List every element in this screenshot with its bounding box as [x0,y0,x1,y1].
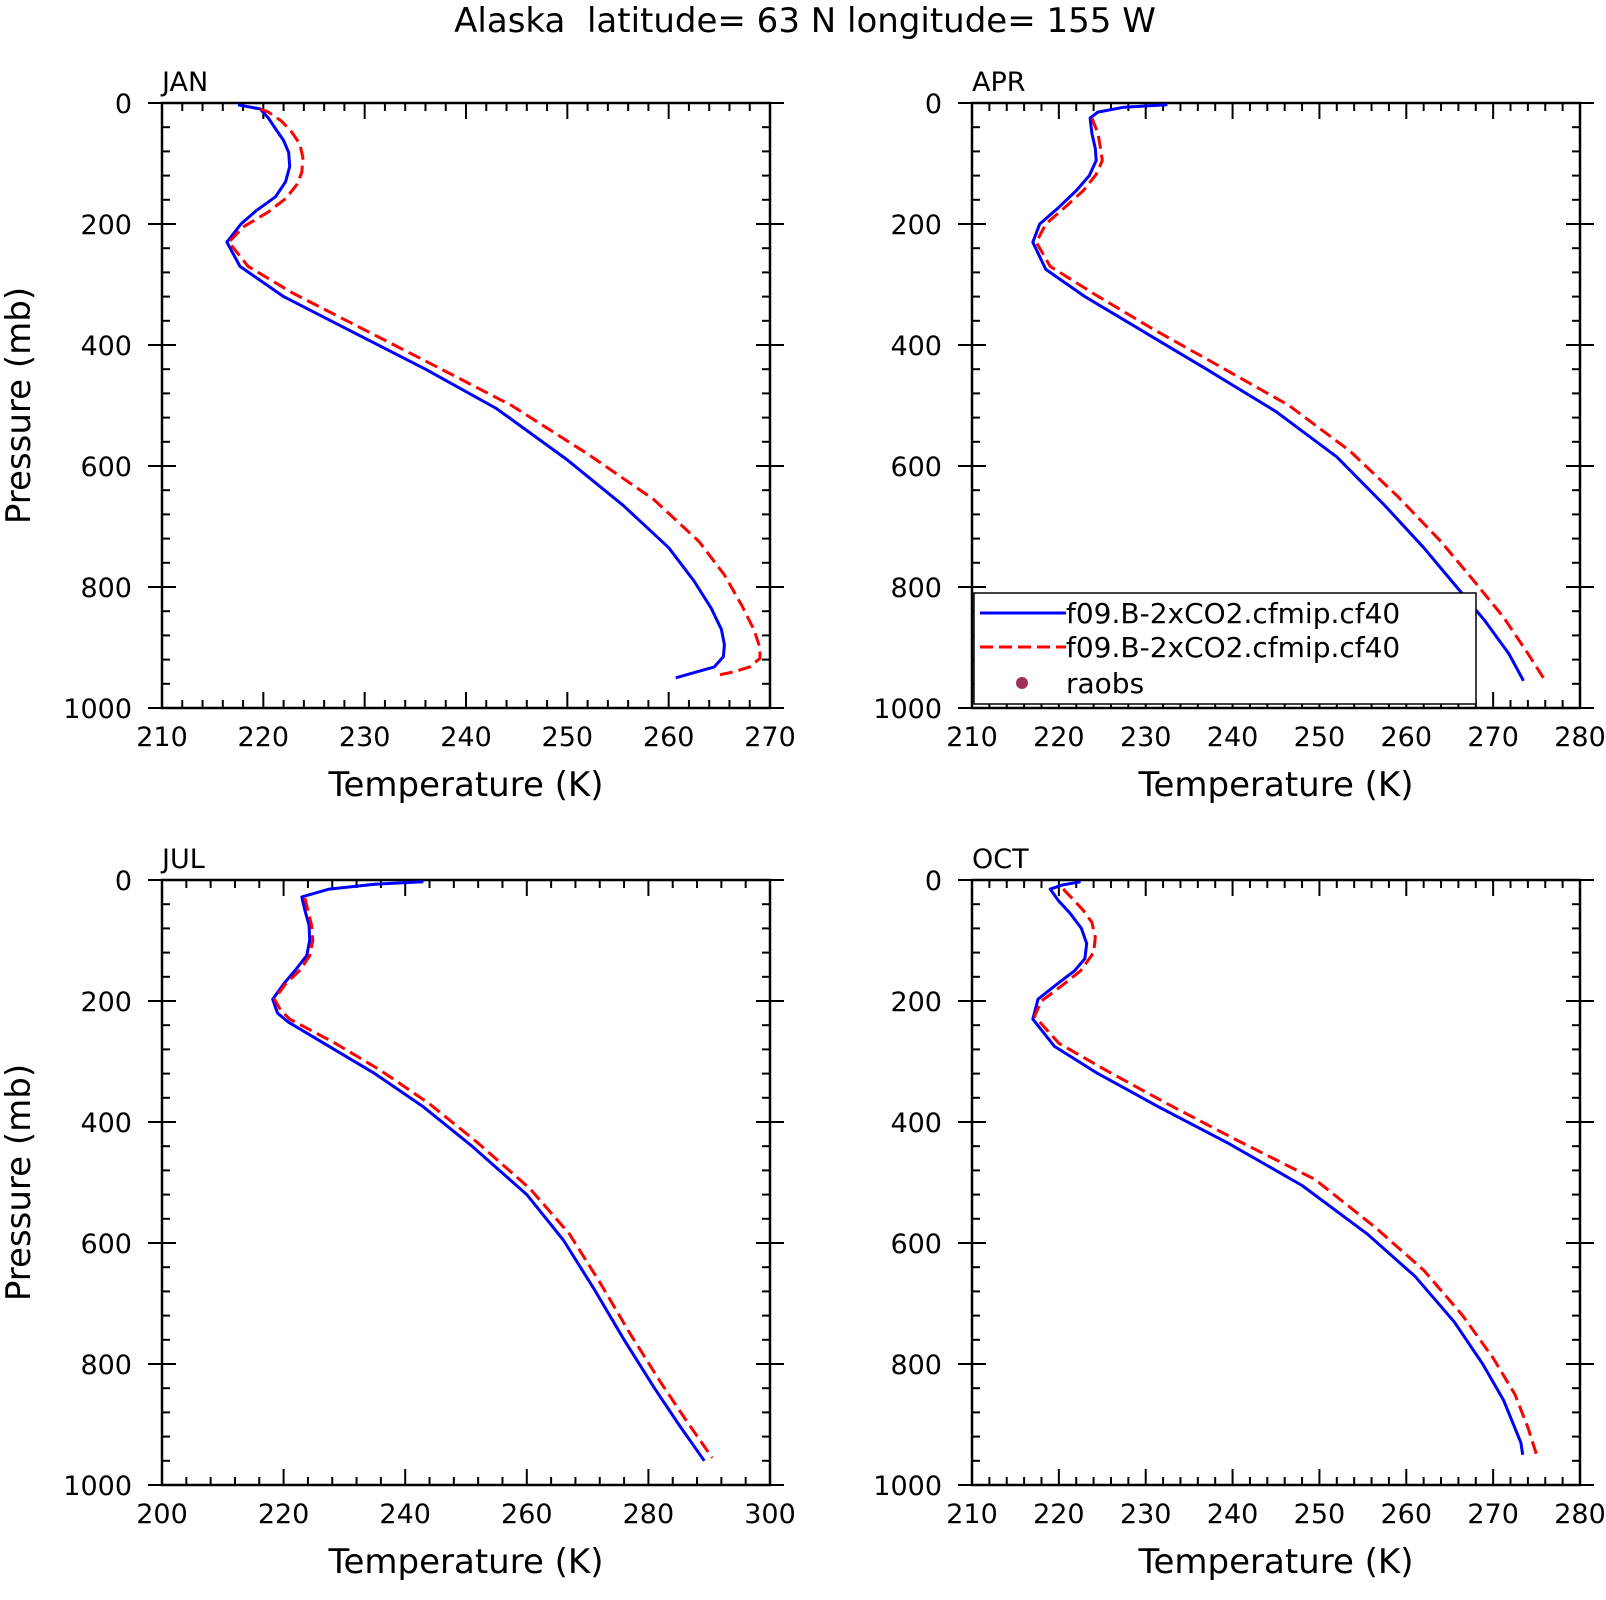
series-line-dashed [227,107,762,678]
x-tick-label: 240 [440,722,492,753]
x-tick-label: 270 [744,722,796,753]
x-tick-label: 260 [1381,1499,1433,1530]
legend-label: f09.B-2xCO2.cfmip.cf40 [1066,631,1400,664]
x-tick-label: 210 [136,722,188,753]
series-line-solid [271,880,706,1462]
x-tick-label: 280 [623,1499,675,1530]
x-tick-label: 250 [1294,1499,1346,1530]
series-line-dashed [1034,117,1547,682]
x-tick-label: 230 [339,722,391,753]
panel-apr: APR 210 220 230 240 250 260 270 280 0 200 400 600 800… [873,67,1605,805]
y-tick-label: 800 [890,573,942,604]
x-tick-label: 270 [1467,722,1519,753]
series-line-dashed [1033,888,1539,1456]
y-tick-label: 1000 [873,1471,942,1502]
x-tick-label: 220 [1033,722,1085,753]
y-tick-label: 800 [80,573,132,604]
x-tick-label: 210 [946,722,998,753]
y-tick-label: 600 [80,1229,132,1260]
legend: f09.B-2xCO2.cfmip.cf40f09.B-2xCO2.cfmip.… [973,592,1477,705]
x-axis-title: Temperature (K) [1137,765,1413,805]
panel-jul: JUL 200 220 240 260 280 300 0 200 400 600 800 1000 Te… [0,844,796,1582]
y-tick-label: 1000 [873,694,942,725]
x-axis-title: Temperature (K) [1137,1542,1413,1582]
y-tick-label: 800 [80,1350,132,1381]
y-tick-label: 0 [925,89,942,120]
y-tick-label: 0 [115,866,132,897]
x-tick-label: 230 [1120,722,1172,753]
series-line-solid [1031,880,1525,1456]
x-tick-label: 280 [1554,722,1606,753]
x-tick-label: 240 [1207,1499,1259,1530]
y-tick-label: 200 [890,210,942,241]
x-tick-label: 250 [542,722,594,753]
x-tick-label: 250 [1294,722,1346,753]
x-tick-label: 280 [1554,1499,1606,1530]
y-tick-label: 200 [890,987,942,1018]
y-tick-label: 400 [890,331,942,362]
y-tick-label: 400 [890,1108,942,1139]
y-tick-label: 200 [80,210,132,241]
plot-frame [970,101,1582,710]
x-tick-label: 220 [1033,1499,1085,1530]
legend-marker-raobs [1016,677,1028,689]
y-tick-label: 600 [890,1229,942,1260]
series-line-solid [1031,103,1525,682]
plot-frame [970,878,1582,1487]
y-tick-label: 400 [80,1108,132,1139]
y-tick-label: 200 [80,987,132,1018]
y-tick-label: 800 [890,1350,942,1381]
series-line-dashed [273,897,714,1459]
x-tick-label: 260 [501,1499,553,1530]
y-tick-label: 0 [925,866,942,897]
y-tick-label: 400 [80,331,132,362]
x-tick-label: 240 [379,1499,431,1530]
plot-frame [160,878,772,1487]
series-line-solid [225,103,726,680]
x-tick-label: 260 [643,722,695,753]
x-tick-label: 270 [1467,1499,1519,1530]
panel-label: JUL [160,844,205,875]
y-tick-label: 0 [115,89,132,120]
x-tick-label: 260 [1381,722,1433,753]
y-axis-title: Pressure (mb) [0,1064,39,1301]
y-tick-label: 1000 [63,694,132,725]
legend-label: f09.B-2xCO2.cfmip.cf40 [1066,597,1400,630]
panel-oct: OCT 210 220 230 240 250 260 270 280 0 200 400 600 800… [873,844,1605,1582]
x-tick-label: 210 [946,1499,998,1530]
panel-label: JAN [160,67,208,98]
figure-title: Alaska latitude= 63 N longitude= 155 W [454,1,1156,41]
y-tick-label: 600 [80,452,132,483]
x-tick-label: 220 [258,1499,310,1530]
y-tick-label: 1000 [63,1471,132,1502]
x-tick-label: 240 [1207,722,1259,753]
y-axis-title: Pressure (mb) [0,287,39,524]
panel-jan: JAN 210 220 230 240 250 260 270 0 200 400 600 800 100… [0,67,796,805]
x-axis-title: Temperature (K) [327,1542,603,1582]
legend-label: raobs [1066,667,1144,700]
x-tick-label: 230 [1120,1499,1172,1530]
x-tick-label: 200 [136,1499,188,1530]
y-tick-label: 600 [890,452,942,483]
panel-label: APR [972,67,1026,98]
panel-label: OCT [972,844,1029,875]
x-tick-label: 220 [238,722,290,753]
x-tick-label: 300 [744,1499,796,1530]
plot-frame [160,101,772,710]
x-axis-title: Temperature (K) [327,765,603,805]
